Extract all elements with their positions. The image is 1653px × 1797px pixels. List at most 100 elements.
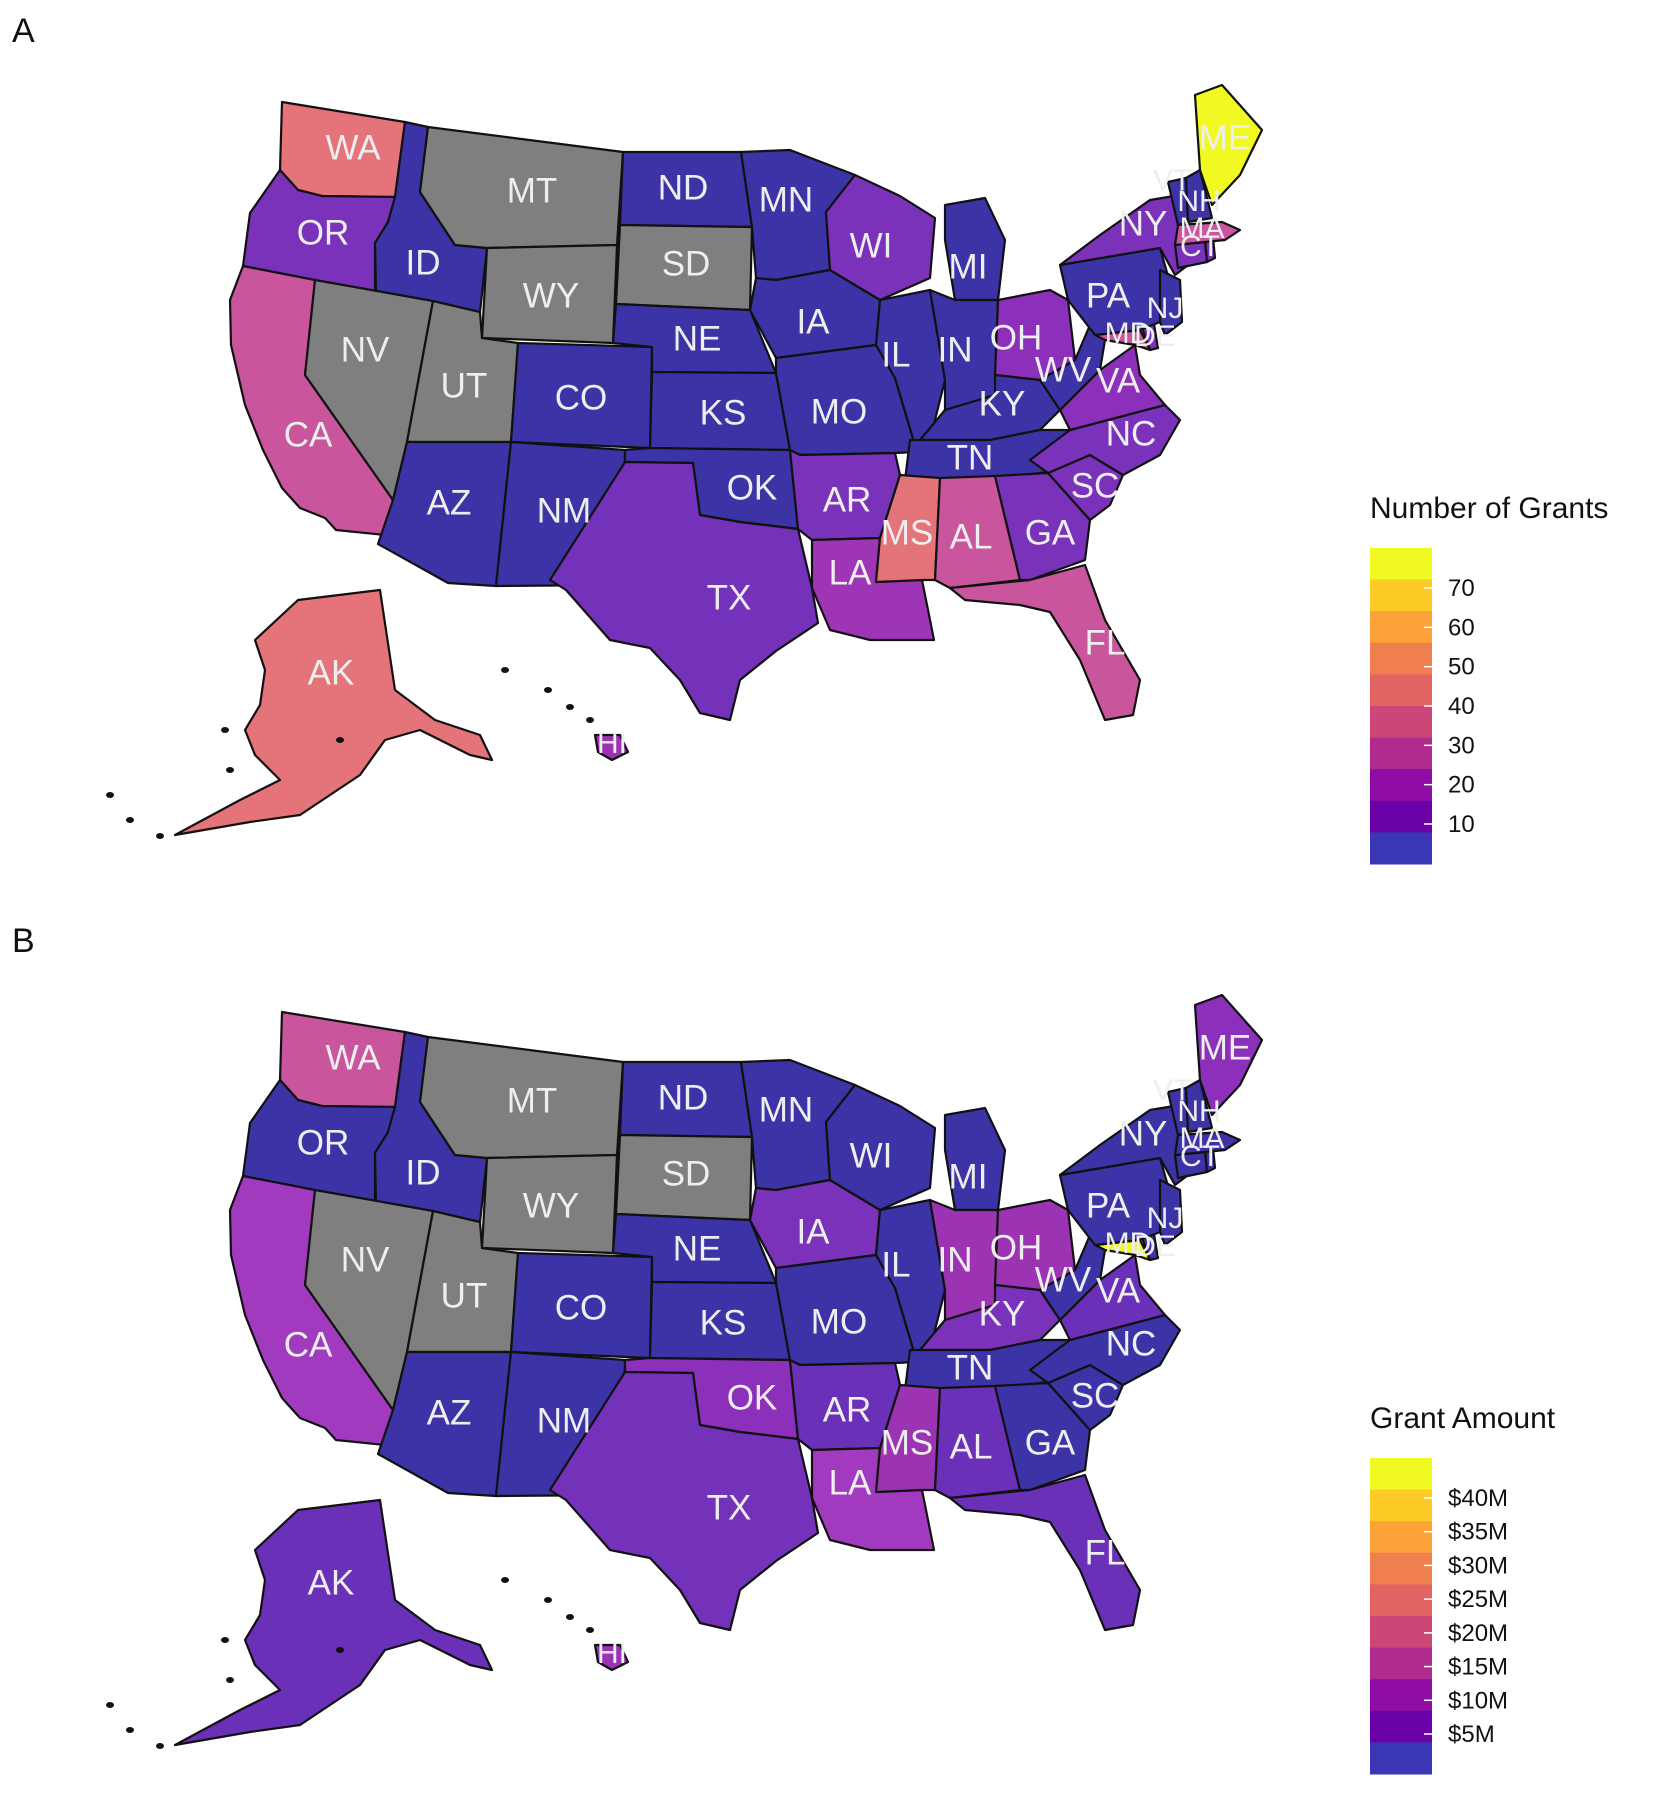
island-speck <box>501 1577 509 1583</box>
state-label-tn: TN <box>947 1348 994 1387</box>
state-label-ga: GA <box>1025 513 1076 552</box>
state-label-mn: MN <box>759 180 813 219</box>
legend-tick-label: $5M <box>1448 1721 1495 1748</box>
legend-color-band <box>1370 800 1432 833</box>
island-speck <box>156 1743 164 1749</box>
legend-color-band <box>1370 642 1432 675</box>
state-label-la: LA <box>829 553 872 592</box>
legend-color-band <box>1370 1710 1432 1743</box>
state-ak <box>173 1498 494 1747</box>
state-label-mi: MI <box>949 247 988 286</box>
state-label-tn: TN <box>947 438 994 477</box>
state-label-mi: MI <box>949 1157 988 1196</box>
state-label-ar: AR <box>823 1390 872 1429</box>
state-nh <box>1184 168 1214 224</box>
state-label-ma: MA <box>1180 1122 1225 1155</box>
state-label-nd: ND <box>658 168 709 207</box>
island-speck <box>221 727 229 733</box>
state-label-il: IL <box>881 1245 910 1284</box>
state-label-nm: NM <box>537 491 591 530</box>
state-label-nv: NV <box>341 330 390 369</box>
state-label-me: ME <box>1199 118 1252 157</box>
state-label-ok: OK <box>727 468 778 507</box>
state-label-wi: WI <box>850 1136 893 1175</box>
legend-color-band <box>1370 769 1432 802</box>
legend-tick-label: 10 <box>1448 811 1475 838</box>
legend-tick-label: $10M <box>1448 1687 1508 1714</box>
legend-tick-label: $20M <box>1448 1620 1508 1647</box>
legend-tick-label: 50 <box>1448 654 1475 681</box>
state-label-nh: NH <box>1177 185 1220 218</box>
state-label-ms: MS <box>881 513 934 552</box>
legend-color-band <box>1370 1647 1432 1680</box>
state-label-sc: SC <box>1071 1376 1120 1415</box>
state-label-al: AL <box>950 1427 993 1466</box>
legend-color-band <box>1370 737 1432 770</box>
state-label-md: MD <box>1105 1227 1152 1260</box>
state-label-wy: WY <box>523 1186 579 1225</box>
state-label-de: DE <box>1134 320 1176 353</box>
legend-tick-label: 70 <box>1448 575 1475 602</box>
legend-color-band <box>1370 674 1432 707</box>
legend: Number of Grants 70 60 50 40 30 20 10 <box>1370 492 1608 865</box>
state-label-mt: MT <box>507 171 558 210</box>
state-label-oh: OH <box>990 318 1043 357</box>
state-label-ms: MS <box>881 1423 934 1462</box>
legend-tick-label: 60 <box>1448 614 1475 641</box>
legend-color-band <box>1370 1489 1432 1522</box>
state-tx <box>548 1370 820 1632</box>
state-label-ut: UT <box>441 1276 488 1315</box>
state-label-nj: NJ <box>1147 1202 1184 1235</box>
state-pa <box>1058 1156 1174 1247</box>
state-label-hi: HI <box>597 727 627 760</box>
us-map <box>106 993 1264 1749</box>
state-label-va: VA <box>1096 361 1141 400</box>
state-label-wv: WV <box>1035 1260 1092 1299</box>
state-fl <box>948 1473 1142 1632</box>
legend-color-band <box>1370 832 1432 865</box>
state-label-az: AZ <box>427 1393 472 1432</box>
panel-b: B WA OR CA ID NV MT WY UT AZ CO NM ND SD NE KS OK TX MN IA M… <box>12 922 1556 1775</box>
state-label-md: MD <box>1105 317 1152 350</box>
state-label-in: IN <box>938 330 973 369</box>
legend-tick-label: $35M <box>1448 1519 1508 1546</box>
state-label-tx: TX <box>707 1488 752 1527</box>
state-label-wa: WA <box>325 1038 381 1077</box>
island-speck <box>226 767 234 773</box>
us-map <box>106 83 1264 839</box>
state-label-nc: NC <box>1106 1324 1157 1363</box>
state-label-pa: PA <box>1086 276 1131 315</box>
legend-color-band <box>1370 1458 1432 1491</box>
state-label-wi: WI <box>850 226 893 265</box>
state-label-ct: CT <box>1180 1140 1220 1173</box>
state-label-pa: PA <box>1086 1186 1131 1225</box>
state-label-ky: KY <box>979 384 1026 423</box>
legend-tick-label: $15M <box>1448 1654 1508 1681</box>
state-wi <box>824 173 937 302</box>
state-label-mo: MO <box>811 392 867 431</box>
legend-color-band <box>1370 706 1432 739</box>
state-labels: WA OR CA ID NV MT WY UT AZ CO NM ND SD NE KS OK TX MN IA MO… <box>284 1028 1252 1670</box>
state-hi <box>593 733 630 762</box>
legend-title: Number of Grants <box>1370 492 1608 525</box>
state-label-de: DE <box>1134 1230 1176 1263</box>
legend-color-band <box>1370 1679 1432 1712</box>
state-label-ny: NY <box>1119 1114 1168 1153</box>
legend: Grant Amount $40M $35M $30M $25M $20M $15M $10M… <box>1370 1402 1556 1775</box>
legend-tick-label: 30 <box>1448 732 1475 759</box>
state-label-sd: SD <box>662 244 711 283</box>
state-label-nh: NH <box>1177 1095 1220 1128</box>
state-nj <box>1158 1178 1184 1247</box>
island-speck <box>106 1702 114 1708</box>
island-speck <box>126 817 134 823</box>
island-speck <box>586 1627 594 1633</box>
state-label-or: OR <box>297 1123 350 1162</box>
state-label-nj: NJ <box>1147 292 1184 325</box>
legend-color-band <box>1370 548 1432 581</box>
state-label-nv: NV <box>341 1240 390 1279</box>
legend-color-band <box>1370 1742 1432 1775</box>
state-label-wa: WA <box>325 128 381 167</box>
state-label-nd: ND <box>658 1078 709 1117</box>
legend-tick-label: 20 <box>1448 772 1475 799</box>
